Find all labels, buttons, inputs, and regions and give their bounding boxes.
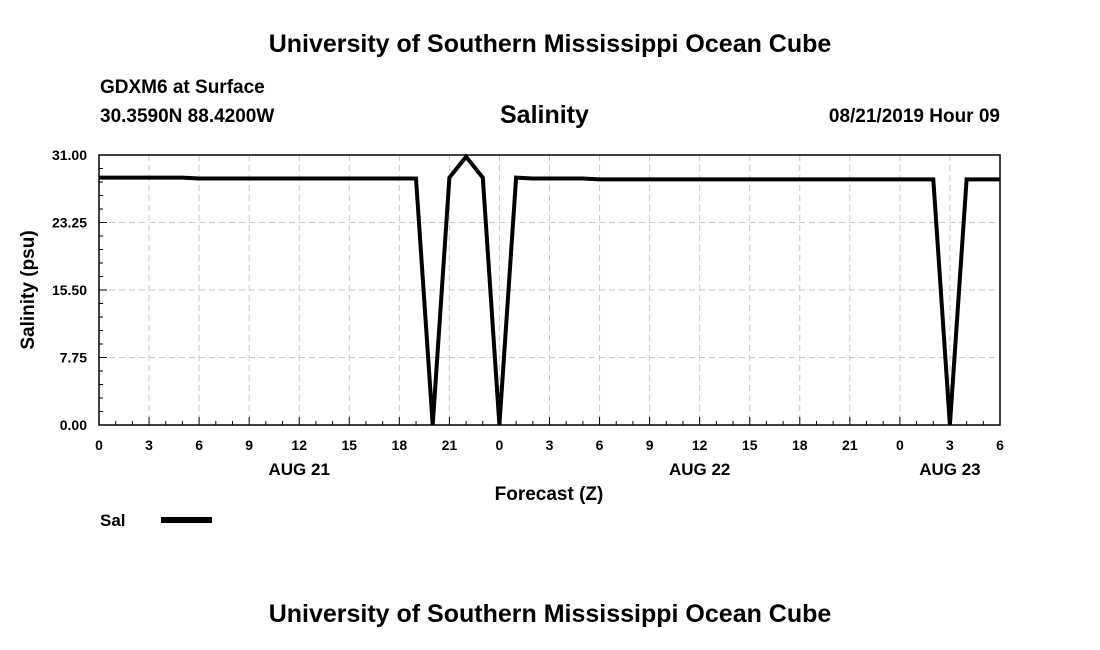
chart-title: Salinity <box>500 101 589 129</box>
x-tick-label: 21 <box>442 437 458 453</box>
grid <box>99 155 1000 425</box>
legend-label: Sal <box>100 511 126 530</box>
series-line-sal <box>99 153 1000 426</box>
date-label: AUG 22 <box>669 460 730 479</box>
axes: 0 3 6 9 12 15 18 21 0 3 6 9 12 15 18 21 0 3 6 0.00 7.75 15.50… <box>52 147 1004 479</box>
x-tick-label: 9 <box>245 437 253 453</box>
series-layer <box>99 153 1000 426</box>
station-label: GDXM6 at Surface <box>100 77 265 98</box>
y-tick-label: 15.50 <box>52 282 87 298</box>
x-tick-label: 6 <box>596 437 604 453</box>
x-tick-label: 3 <box>946 437 954 453</box>
x-tick-label: 0 <box>496 437 504 453</box>
x-tick-label: 12 <box>291 437 307 453</box>
y-tick-label: 7.75 <box>60 350 87 366</box>
x-tick-label: 9 <box>646 437 654 453</box>
page-title: University of Southern Mississippi Ocean… <box>268 30 832 58</box>
x-tick-label: 18 <box>392 437 408 453</box>
x-tick-label: 0 <box>95 437 103 453</box>
y-tick-label: 0.00 <box>60 417 87 433</box>
legend: Sal <box>100 511 212 530</box>
y-tick-label: 23.25 <box>52 215 87 231</box>
y-tick-label: 31.00 <box>52 147 87 163</box>
x-tick-label: 15 <box>742 437 758 453</box>
x-tick-label: 3 <box>546 437 554 453</box>
date-label: AUG 21 <box>269 460 330 479</box>
x-tick-label: 15 <box>341 437 357 453</box>
x-tick-label: 18 <box>792 437 808 453</box>
x-tick-label: 0 <box>896 437 904 453</box>
x-tick-label: 6 <box>195 437 203 453</box>
x-tick-label: 12 <box>692 437 708 453</box>
x-tick-label: 21 <box>842 437 858 453</box>
date-label: 08/21/2019 Hour 09 <box>828 106 1000 127</box>
y-axis-title: Salinity (psu) <box>18 230 39 349</box>
x-axis-title: Forecast (Z) <box>495 484 604 505</box>
location-label: 30.3590N 88.4200W <box>100 106 275 127</box>
x-tick-label: 6 <box>996 437 1004 453</box>
x-tick-label: 3 <box>145 437 153 453</box>
footer-title: University of Southern Mississippi Ocean… <box>268 600 832 628</box>
date-label: AUG 23 <box>919 460 980 479</box>
